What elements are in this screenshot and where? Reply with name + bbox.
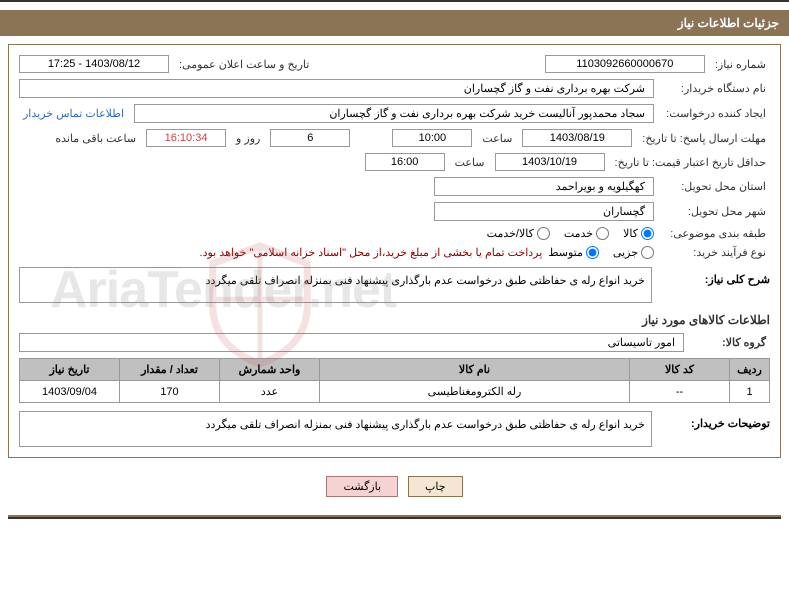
radio-service[interactable]: خدمت — [564, 227, 609, 240]
back-button[interactable]: بازگشت — [326, 476, 398, 497]
payment-note: پرداخت تمام یا بخشی از مبلغ خرید،از محل … — [200, 246, 543, 259]
days-label: روز و — [232, 132, 264, 145]
price-date-value: 1403/10/19 — [495, 153, 605, 171]
table-row: 1 -- رله الکترومغناطیسی عدد 170 1403/09/… — [20, 381, 770, 403]
page-header: جزئیات اطلاعات نیاز — [0, 10, 789, 36]
need-no-label: شماره نیاز: — [711, 58, 770, 71]
days-remain-value: 6 — [270, 129, 350, 147]
general-desc-value: خرید انواع رله ی حفاظتی طبق درخواست عدم … — [19, 267, 652, 303]
purchase-type-label: نوع فرآیند خرید: — [660, 246, 770, 259]
buyer-notes-value: خرید انواع رله ی حفاظتی طبق درخواست عدم … — [19, 411, 652, 447]
resp-date-value: 1403/08/19 — [522, 129, 632, 147]
th-qty: تعداد / مقدار — [120, 359, 220, 381]
province-label: استان محل تحویل: — [660, 180, 770, 193]
goods-table: ردیف کد کالا نام کالا واحد شمارش تعداد /… — [19, 358, 770, 403]
goods-info-title: اطلاعات کالاهای مورد نیاز — [19, 313, 770, 327]
radio-medium[interactable]: متوسط — [548, 246, 599, 259]
print-button[interactable]: چاپ — [408, 476, 463, 497]
time-remain-value: 16:10:34 — [146, 129, 226, 147]
th-code: کد کالا — [630, 359, 730, 381]
th-date: تاریخ نیاز — [20, 359, 120, 381]
price-time-value: 16:00 — [365, 153, 445, 171]
city-label: شهر محل تحویل: — [660, 205, 770, 218]
hour-label-1: ساعت — [478, 132, 516, 145]
buyer-notes-label: توضیحات خریدار: — [660, 411, 770, 430]
requester-value: سجاد محمدپور آنالیست خرید شرکت بهره بردا… — [134, 104, 654, 123]
general-desc-label: شرح کلی نیاز: — [660, 267, 770, 286]
province-value: کهگیلویه و بویراحمد — [434, 177, 654, 196]
city-value: گچساران — [434, 202, 654, 221]
buyer-name-label: نام دستگاه خریدار: — [660, 82, 770, 95]
radio-minor[interactable]: جزیی — [613, 246, 654, 259]
price-deadline-label: حداقل تاریخ اعتبار قیمت: تا تاریخ: — [611, 156, 770, 169]
radio-goods-service[interactable]: کالا/خدمت — [487, 227, 550, 240]
hour-label-2: ساعت — [451, 156, 489, 169]
remaining-label: ساعت باقی مانده — [51, 132, 140, 145]
th-row: ردیف — [730, 359, 770, 381]
need-no-value: 1103092660000670 — [545, 55, 705, 73]
goods-group-label: گروه کالا: — [690, 336, 770, 349]
th-name: نام کالا — [320, 359, 630, 381]
announce-date-value: 1403/08/12 - 17:25 — [19, 55, 169, 73]
goods-group-value: امور تاسیساتی — [19, 333, 684, 352]
main-panel: شماره نیاز: 1103092660000670 تاریخ و ساع… — [8, 44, 781, 458]
resp-time-value: 10:00 — [392, 129, 472, 147]
buyer-name-value: شرکت بهره برداری نفت و گاز گچساران — [19, 79, 654, 98]
response-deadline-label: مهلت ارسال پاسخ: تا تاریخ: — [638, 132, 770, 145]
announce-date-label: تاریخ و ساعت اعلان عمومی: — [175, 58, 313, 71]
buyer-contact-link[interactable]: اطلاعات تماس خریدار — [19, 107, 128, 120]
category-label: طبقه بندی موضوعی: — [660, 227, 770, 240]
radio-goods[interactable]: کالا — [623, 227, 654, 240]
requester-label: ایجاد کننده درخواست: — [660, 107, 770, 120]
th-unit: واحد شمارش — [220, 359, 320, 381]
